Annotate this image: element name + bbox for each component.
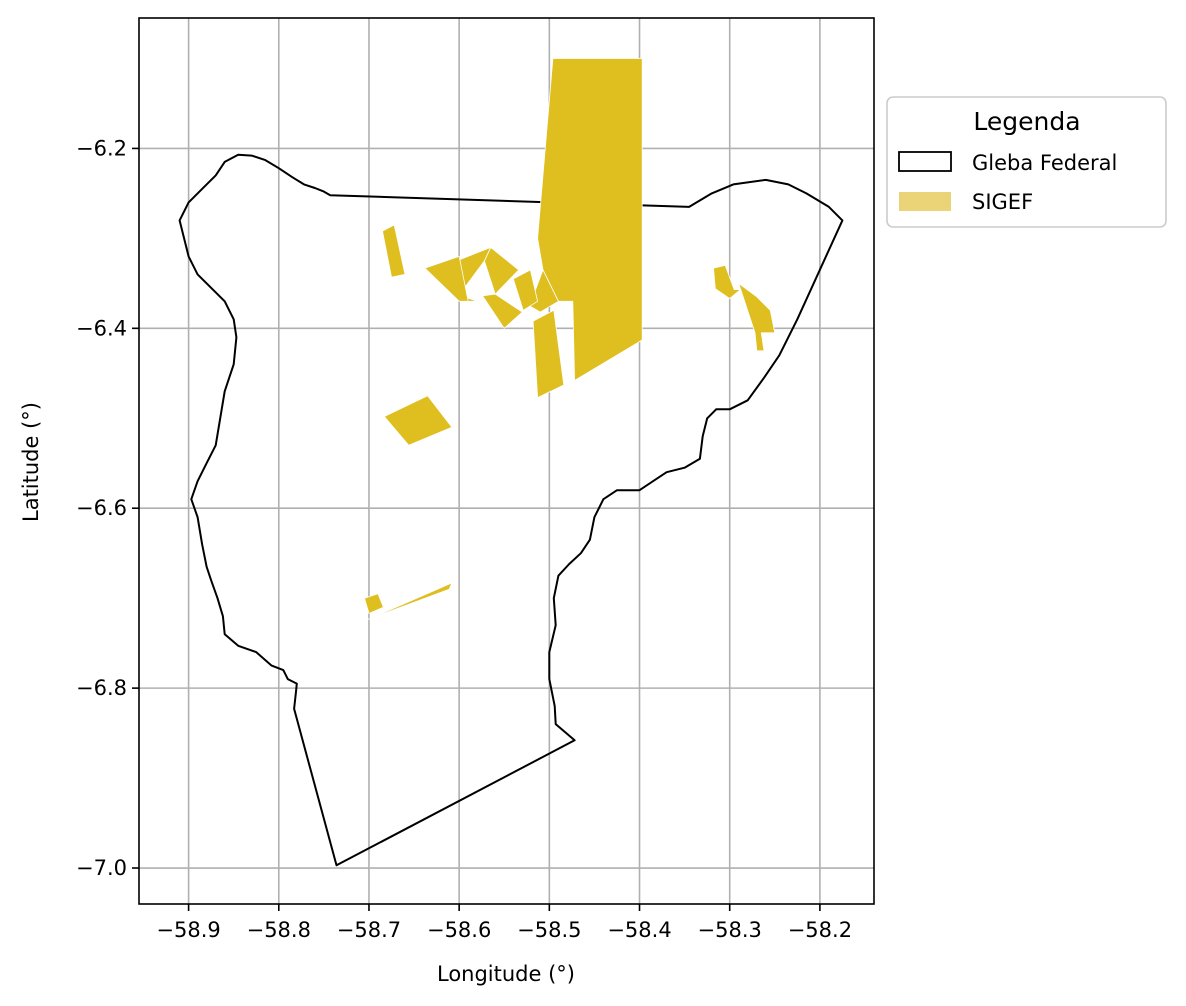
y-axis-title: Latitude (°): [19, 402, 43, 522]
x-axis-title: Longitude (°): [437, 962, 575, 986]
legend-label-gleba-federal: Gleba Federal: [972, 151, 1117, 175]
sigef-parcel-7: [482, 293, 523, 329]
sigef-parcel-2: [532, 309, 565, 399]
sigef-parcel-10: [323, 582, 453, 639]
x-tick-label-7: −58.2: [788, 918, 852, 942]
y-tick-label-4: −7.0: [76, 856, 127, 880]
sigef-parcel-13: [738, 282, 776, 352]
x-ticks: −58.9 −58.8 −58.7 −58.6 −58.5 −58.4 −58.3 −58.2: [156, 904, 852, 942]
gleba-federal-boundary: [178, 153, 844, 867]
y-ticks: −6.2 −6.4 −6.6 −6.8 −7.0: [76, 136, 139, 880]
sigef-parcel-3: [512, 269, 538, 311]
x-tick-label-3: −58.6: [427, 918, 491, 942]
legend-label-sigef: SIGEF: [972, 190, 1033, 214]
x-tick-label-4: −58.5: [517, 918, 581, 942]
y-tick-label-0: −6.2: [76, 136, 127, 160]
legend-box: [886, 96, 1167, 228]
legend: Legenda Gleba Federal SIGEF: [886, 96, 1167, 228]
sigef-parcel-0: [537, 58, 643, 381]
legend-swatch-sigef: [899, 192, 951, 211]
sigef-parcel-11: [364, 593, 384, 614]
gleba-federal-layer: [178, 153, 844, 867]
grid: [139, 18, 874, 904]
sigef-parcel-8: [382, 224, 406, 278]
plot-frame: [138, 17, 875, 905]
legend-title: Legenda: [973, 107, 1080, 136]
sigef-parcel-6: [424, 255, 469, 302]
sigef-layer: [323, 58, 776, 639]
x-tick-label-1: −58.8: [247, 918, 311, 942]
y-tick-label-2: −6.6: [76, 496, 127, 520]
y-tick-label-1: −6.4: [76, 316, 127, 340]
sigef-parcel-9: [383, 395, 453, 446]
y-tick-label-3: −6.8: [76, 676, 127, 700]
x-tick-label-6: −58.3: [698, 918, 762, 942]
legend-swatch-gleba-federal: [898, 151, 952, 172]
x-tick-label-0: −58.9: [156, 918, 220, 942]
x-tick-label-2: −58.7: [337, 918, 401, 942]
x-tick-label-5: −58.4: [607, 918, 671, 942]
